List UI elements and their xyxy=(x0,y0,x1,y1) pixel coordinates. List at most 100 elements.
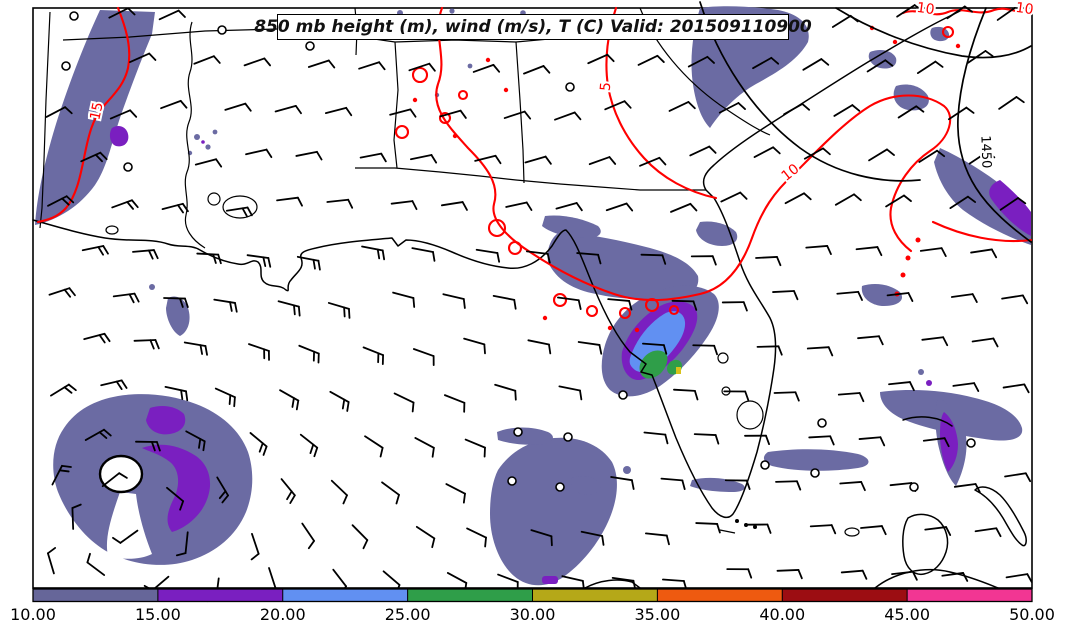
wind-barb xyxy=(695,522,719,525)
wind-barb xyxy=(244,102,252,112)
wind-barb xyxy=(945,526,952,536)
colorbar-tick-label: 50.00 xyxy=(1009,605,1055,624)
wind-barb xyxy=(45,106,66,118)
wind-barb xyxy=(878,335,884,346)
wind-barb xyxy=(496,252,501,263)
wind-barb xyxy=(347,198,354,209)
wind-barb xyxy=(376,248,381,260)
wind-barb xyxy=(297,305,301,317)
wind-barb xyxy=(179,297,184,308)
wind-barb xyxy=(295,399,300,411)
wind-barb xyxy=(777,345,783,356)
wind-barb xyxy=(742,301,748,312)
wind-barb xyxy=(576,252,600,256)
wind-barb xyxy=(645,532,668,537)
wind-barb xyxy=(963,5,973,13)
wind-barb xyxy=(431,446,435,458)
wind-barb xyxy=(971,337,995,343)
island-abaco xyxy=(974,486,1027,547)
wind-barb xyxy=(579,389,583,401)
wind-barb xyxy=(462,492,466,504)
wind-barb xyxy=(665,534,670,546)
wind-barb xyxy=(129,52,151,63)
wind-barb xyxy=(1013,7,1024,14)
colorbar-tick-label: 45.00 xyxy=(884,605,930,624)
wind-barb xyxy=(185,390,189,402)
wind-barb xyxy=(857,335,880,340)
calm-wind-circle xyxy=(565,82,575,92)
colorbar-segment xyxy=(157,589,283,602)
wind-barb xyxy=(215,158,223,168)
colorbar-tick-label: 40.00 xyxy=(759,605,805,624)
tropical-cyclone-shading xyxy=(53,394,253,565)
wind-barb xyxy=(341,398,346,410)
wind-barb xyxy=(965,106,975,114)
wind-barb xyxy=(268,567,277,589)
wind-barb xyxy=(947,106,968,121)
wind-barb xyxy=(362,346,384,357)
state-border xyxy=(62,28,279,41)
wind-barb xyxy=(464,438,486,449)
wind-barb xyxy=(752,56,773,70)
wind-barb xyxy=(263,57,271,67)
wind-barb xyxy=(492,294,516,301)
wind-barb xyxy=(1004,472,1027,478)
wind-barb xyxy=(687,101,696,110)
wind-barb xyxy=(148,52,157,61)
wind-barb xyxy=(225,206,249,212)
wind-barb xyxy=(332,568,347,588)
wind-barb xyxy=(381,249,386,261)
wind-barb xyxy=(891,570,914,575)
coastline xyxy=(32,9,963,519)
wind-barb xyxy=(857,290,863,301)
wind-barb xyxy=(161,202,184,210)
wind-barb xyxy=(755,256,778,259)
colorbar: 10.00 15.00 20.00 25.00 30.00 35.00 40.0… xyxy=(10,588,1055,624)
wind-barb xyxy=(971,293,978,303)
wind-barb xyxy=(711,255,717,266)
wind-barb xyxy=(714,434,720,445)
wind-barb xyxy=(523,65,545,75)
wind-barb xyxy=(196,252,220,256)
wind-barb xyxy=(80,151,102,163)
wind-barb xyxy=(202,440,206,452)
wind-barb xyxy=(250,552,260,561)
wind-barb xyxy=(505,201,528,208)
wind-barb xyxy=(84,428,105,441)
calm-wind-circle xyxy=(817,418,827,428)
wind-barb xyxy=(133,292,140,303)
wind-barb xyxy=(466,527,487,539)
wind-barb xyxy=(580,530,604,537)
wind-barb xyxy=(897,105,918,119)
wind-barb xyxy=(503,110,526,119)
wind-barb xyxy=(351,524,369,542)
wind-barb xyxy=(99,151,108,161)
wind-barb xyxy=(248,343,270,352)
wind-barb xyxy=(280,478,296,497)
wind-barb xyxy=(47,547,57,555)
state-border xyxy=(393,41,399,169)
wind-barb xyxy=(415,525,436,540)
wind-barb xyxy=(100,379,123,387)
wind-barb xyxy=(949,195,969,210)
wind-barb xyxy=(796,480,802,491)
wind-barb xyxy=(1024,472,1032,483)
wind-barb xyxy=(274,105,297,113)
wind-barb xyxy=(713,344,718,356)
wind-barb xyxy=(544,155,552,165)
wind-barb xyxy=(214,387,236,399)
wind-barb xyxy=(834,193,855,206)
wind-barb xyxy=(243,57,266,67)
calm-wind-circle xyxy=(507,476,517,486)
wind-barb xyxy=(342,494,348,505)
temp-label-10: 10 xyxy=(916,0,936,18)
wind-barb xyxy=(766,523,772,534)
wind-barb xyxy=(784,192,805,205)
wind-barb xyxy=(640,253,664,257)
wind-barb xyxy=(185,430,206,443)
wind-barb xyxy=(639,156,661,167)
wind-barb xyxy=(637,54,659,66)
wind-barb xyxy=(879,436,886,447)
wind-barb xyxy=(216,476,229,497)
wind-barb xyxy=(327,59,336,69)
